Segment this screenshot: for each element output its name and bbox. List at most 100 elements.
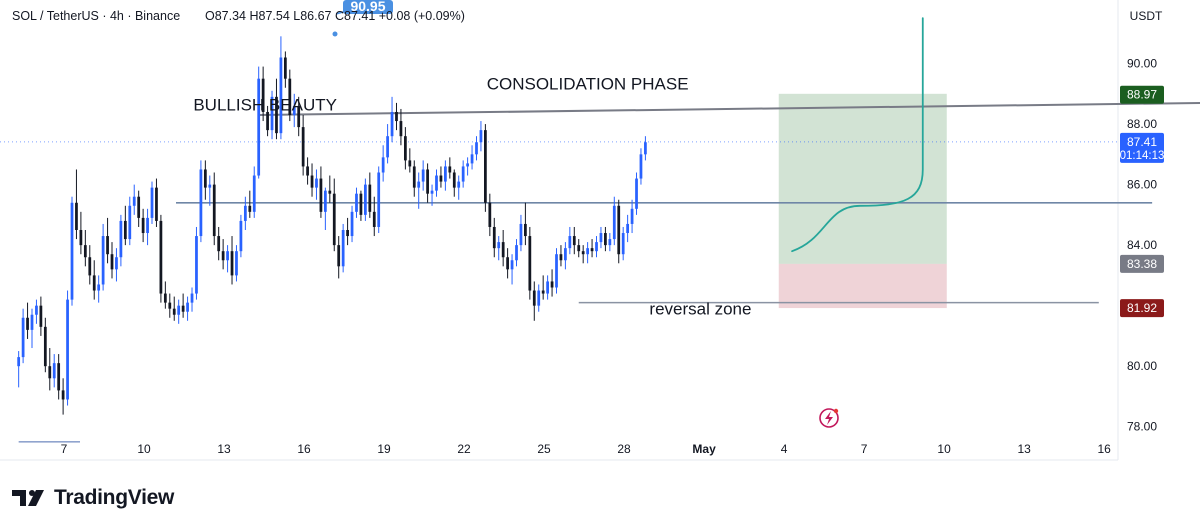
candle [26,302,29,339]
candle-body [66,299,69,400]
candle [528,226,532,300]
stop-loss-zone[interactable] [778,263,947,309]
candle [350,205,354,243]
candle [572,226,576,255]
candle [439,166,443,188]
candle-body [541,290,545,294]
ohlc-legend: O87.34 H87.54 L86.67 C87.41 +0.08 (+0.09… [205,9,465,23]
chart-canvas[interactable]: BULLISH BEAUTY CONSOLIDATION PHASE reversa… [0,0,1200,470]
candle [479,121,483,152]
candle-body [470,154,474,164]
candle-body [172,308,176,315]
candle [119,214,123,267]
candle [421,160,425,191]
candle [195,226,198,300]
candle-body [461,166,465,182]
candle-body [252,175,256,212]
candle-body [510,260,514,270]
position-zones[interactable] [778,93,947,309]
price-label-last-text: 87.41 [1127,135,1157,149]
candle [208,175,212,206]
candle [106,217,109,264]
tradingview-logo-icon [12,490,44,506]
candle [581,245,585,264]
candle-body [230,251,234,276]
candle-body [528,236,532,291]
annotation-2[interactable]: CONSOLIDATION PHASE [487,74,689,93]
annotation-3[interactable]: reversal zone [649,300,751,319]
time-axis[interactable]: 7 10 13 16 19 22 25 28 May 4 7 10 13 16 [61,442,1111,456]
candle-body [639,154,643,179]
candle [444,160,447,191]
candle-body [177,305,181,315]
candle-body [208,184,212,188]
candle-body [119,220,123,258]
candle-body [92,275,96,291]
trend-lines[interactable] [18,101,1200,443]
candle-body [30,314,34,330]
candle [239,214,243,258]
candle-body [519,223,523,246]
candlestick-series [17,36,647,415]
candle [261,66,265,122]
candle-body [635,178,638,209]
candle [595,236,598,258]
projection-path[interactable] [791,17,924,253]
currency-button[interactable]: USDT [1130,9,1163,23]
projection-curve[interactable] [791,17,924,253]
candle-body [484,130,487,203]
candle [297,96,301,137]
candle-body [235,251,238,276]
trend-line-1[interactable] [258,101,1200,116]
currency-button-label[interactable]: USDT [1130,9,1163,23]
candle [146,208,149,246]
annotation-1[interactable]: BULLISH BEAUTY [193,95,337,114]
candle-body [199,169,203,237]
price-tick-label: 78.00 [1127,420,1157,434]
candle-body [372,211,376,227]
candle [48,348,52,391]
candle [163,281,167,309]
candle [488,193,492,237]
time-tick-label: 16 [1097,442,1111,456]
candle-body [430,190,434,194]
plot-area[interactable] [0,0,1118,460]
tradingview-logo[interactable]: TradingView [12,486,174,510]
candle-body [79,230,83,246]
candle-body [217,236,221,252]
candle [110,242,114,279]
candle [115,248,118,282]
price-axis[interactable]: 90.00 88.00 86.00 84.00 80.00 78.00 [1127,57,1157,434]
take-profit-zone[interactable] [778,93,947,264]
candle-body [421,169,425,182]
candle-body [617,205,621,255]
candle-body [35,305,38,315]
candle [190,287,194,312]
candle-body [630,208,634,224]
candle [377,166,381,234]
candle-body [435,175,438,191]
tradingview-logo-text: TradingView [54,486,175,509]
bolt-icon[interactable] [819,408,839,428]
candle-body [475,142,478,155]
candle [203,160,207,200]
candle-body [417,181,421,188]
symbol-legend[interactable]: SOL / TetherUS · 4h · Binance [12,9,180,23]
candle-body [612,205,616,240]
time-tick-label: 28 [617,442,631,456]
time-tick-label: 7 [861,442,868,456]
candle [150,181,154,224]
price-tick-label: 84.00 [1127,238,1157,252]
candle-body [524,223,527,237]
candle-body [141,217,145,234]
candle [217,226,221,261]
candle-body [363,184,367,215]
candle-body [355,193,358,212]
candle [328,175,332,203]
candle [408,148,412,173]
candle-body [257,78,261,176]
candle [412,160,416,197]
chart-annotations[interactable]: BULLISH BEAUTY CONSOLIDATION PHASE reversa… [193,74,751,318]
time-tick-label: 25 [537,442,551,456]
candle [235,245,238,282]
